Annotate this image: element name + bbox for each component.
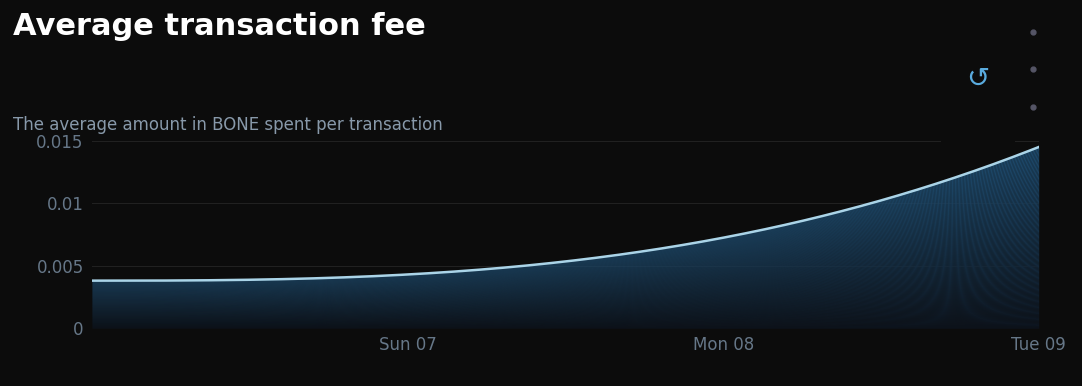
Text: The average amount in BONE spent per transaction: The average amount in BONE spent per tra… — [13, 116, 443, 134]
FancyBboxPatch shape — [936, 2, 1020, 156]
Text: ↺: ↺ — [966, 65, 990, 93]
Text: Average transaction fee: Average transaction fee — [13, 12, 425, 41]
